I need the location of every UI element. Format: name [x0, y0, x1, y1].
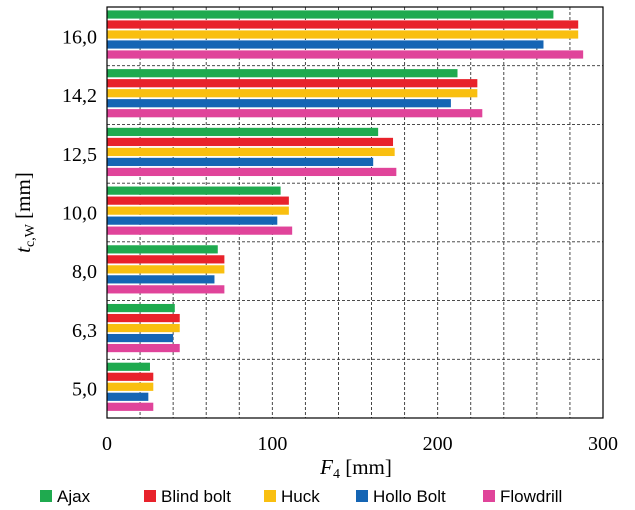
- legend-label: Blind bolt: [161, 487, 231, 506]
- y-axis-title-unit: [mm]: [11, 172, 35, 224]
- x-tick-labels: 0 100 200 300: [102, 433, 618, 455]
- bar-ajax-10-0: [107, 186, 281, 195]
- x-axis-title: F4 [mm]: [319, 455, 392, 482]
- bar-flowdrill-12-5: [107, 167, 397, 177]
- bar-flowdrill-10-0: [107, 226, 293, 235]
- bar-flowdrill-16-0: [107, 50, 584, 59]
- bar-ajax-12-5: [107, 127, 379, 137]
- y-tick-labels: 5,0 6,3 8,0 10,0 12,5 14,2 16,0: [62, 26, 97, 400]
- y-tick-label: 5,0: [72, 379, 97, 401]
- legend-item-huck: Huck: [264, 487, 320, 506]
- bar-blind-bolt-10-0: [107, 196, 289, 205]
- x-axis-title-unit: [mm]: [340, 455, 392, 479]
- x-axis-title-subscript: 4: [333, 467, 340, 482]
- bar-hollo-bolt-12-5: [107, 157, 374, 167]
- legend-swatch: [40, 490, 52, 502]
- legend-item-flowdrill: Flowdrill: [483, 487, 562, 506]
- bar-blind-bolt-16-0: [107, 20, 579, 29]
- legend-item-hollo-bolt: Hollo Bolt: [356, 487, 446, 506]
- x-tick-label: 0: [102, 433, 112, 455]
- legend-label: Flowdrill: [500, 487, 562, 506]
- bar-hollo-bolt-10-0: [107, 216, 278, 225]
- bar-huck-5-0: [107, 382, 154, 391]
- y-tick-label: 16,0: [62, 26, 97, 48]
- bar-hollo-bolt-14-2: [107, 99, 451, 108]
- plot-area-border: [106, 6, 604, 419]
- bar-blind-bolt-5-0: [107, 372, 154, 381]
- legend-label: Hollo Bolt: [373, 487, 446, 506]
- x-tick-label: 300: [588, 433, 618, 455]
- y-axis-title-main: t: [11, 246, 35, 253]
- bar-ajax-14-2: [107, 69, 458, 78]
- bar-hollo-bolt-6-3: [107, 333, 174, 343]
- x-tick-label: 200: [423, 433, 453, 455]
- bars-group: [107, 10, 584, 411]
- y-tick-label: 14,2: [62, 85, 97, 107]
- legend-item-ajax: Ajax: [40, 487, 91, 506]
- y-tick-label: 12,5: [62, 144, 97, 166]
- bar-huck-12-5: [107, 147, 395, 157]
- bar-flowdrill-5-0: [107, 402, 154, 411]
- bar-ajax-8-0: [107, 245, 218, 254]
- bar-blind-bolt-6-3: [107, 313, 180, 323]
- y-axis-title: tc,W [mm]: [11, 172, 38, 253]
- bar-hollo-bolt-16-0: [107, 40, 544, 49]
- y-tick-label: 10,0: [62, 203, 97, 225]
- bar-blind-bolt-8-0: [107, 255, 225, 264]
- legend-item-blind-bolt: Blind bolt: [144, 487, 231, 506]
- bar-huck-16-0: [107, 30, 579, 39]
- bar-huck-6-3: [107, 323, 180, 333]
- bar-huck-8-0: [107, 265, 225, 274]
- bar-huck-14-2: [107, 89, 478, 98]
- bar-blind-bolt-12-5: [107, 137, 394, 147]
- bar-flowdrill-6-3: [107, 343, 180, 353]
- bar-ajax-5-0: [107, 362, 150, 371]
- legend-swatch: [483, 490, 495, 502]
- bar-hollo-bolt-8-0: [107, 275, 215, 284]
- bar-flowdrill-14-2: [107, 109, 483, 118]
- bar-ajax-16-0: [107, 10, 554, 19]
- x-axis-title-main: F: [319, 455, 333, 479]
- legend-swatch: [144, 490, 156, 502]
- bar-ajax-6-3: [107, 303, 175, 313]
- y-tick-label: 8,0: [72, 261, 97, 283]
- legend-label: Ajax: [57, 487, 91, 506]
- legend-swatch: [264, 490, 276, 502]
- y-tick-label: 6,3: [72, 320, 97, 342]
- y-axis-title-subscript: c,W: [23, 223, 38, 247]
- legend: Ajax Blind bolt Huck Hollo Bolt Flowdrill: [40, 487, 562, 506]
- legend-label: Huck: [281, 487, 320, 506]
- legend-swatch: [356, 490, 368, 502]
- bar-huck-10-0: [107, 206, 289, 215]
- bar-blind-bolt-14-2: [107, 79, 478, 88]
- x-tick-label: 100: [257, 433, 287, 455]
- bar-flowdrill-8-0: [107, 285, 225, 294]
- bar-hollo-bolt-5-0: [107, 392, 149, 401]
